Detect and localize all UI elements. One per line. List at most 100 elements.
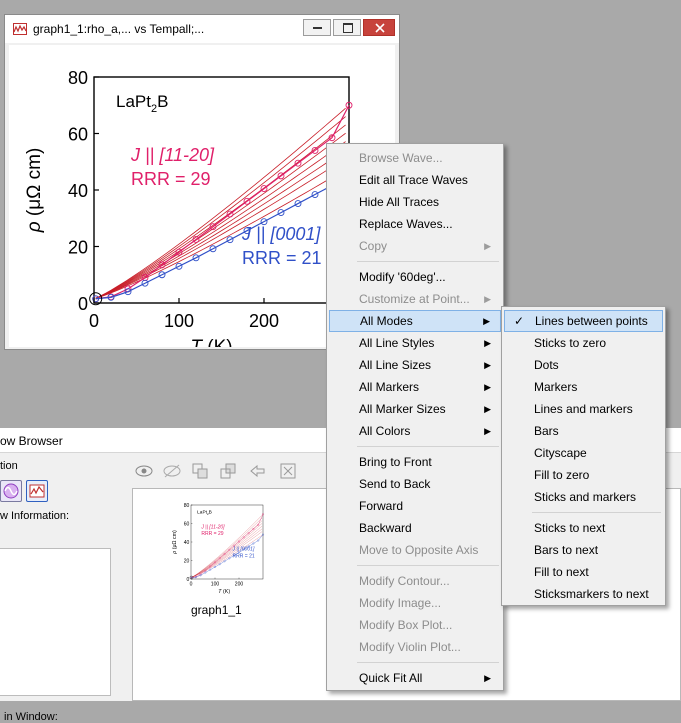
submenu-item-bars[interactable]: Bars: [504, 420, 663, 442]
menu-item-label: Modify '60deg'...: [359, 270, 446, 284]
series-1-point-6: [192, 254, 200, 262]
graph-filter-button[interactable]: [26, 480, 48, 502]
submenu-item-dots[interactable]: Dots: [504, 354, 663, 376]
menu-item-all-line-styles[interactable]: All Line Styles ▶: [329, 332, 501, 354]
series-1-point-14: [257, 539, 260, 542]
information-box: [0, 548, 111, 696]
menu-item-modify-violin-plot[interactable]: Modify Violin Plot...: [329, 636, 501, 658]
series-0-point-7: [209, 223, 217, 231]
menu-item-edit-all-trace-waves[interactable]: Edit all Trace Waves: [329, 169, 501, 191]
y-tick-label-20: 20: [184, 558, 190, 564]
series-1-point-1: [194, 576, 197, 579]
menu-item-label: Move to Opposite Axis: [359, 543, 479, 557]
menu-item-bring-to-front[interactable]: Bring to Front: [329, 451, 501, 473]
minimize-button[interactable]: [303, 19, 331, 36]
series-line-1: [95, 166, 350, 300]
menu-item-browse-wave[interactable]: Browse Wave...: [329, 147, 501, 169]
series-1-point-10: [260, 218, 268, 226]
submenu-item-lines-between-points[interactable]: ✓ Lines between points: [504, 310, 663, 332]
menu-item-replace-waves[interactable]: Replace Waves...: [329, 213, 501, 235]
submenu-item-fill-to-next[interactable]: Fill to next: [504, 561, 663, 583]
menu-item-all-colors[interactable]: All Colors ▶: [329, 420, 501, 442]
menu-item-modify-box-plot[interactable]: Modify Box Plot...: [329, 614, 501, 636]
x-tick-label-100: 100: [211, 582, 220, 588]
fan-curve-5: [191, 520, 263, 578]
resistivity-chart[interactable]: 0 20 40 60 80 0 100 200 LaPt2B J || [11-20] RRR = …: [9, 45, 395, 358]
y-tick-label-60: 60: [184, 521, 190, 527]
delete-window-icon[interactable]: [278, 461, 298, 481]
compound-label: LaPt2B: [197, 509, 212, 515]
series-1-point-9: [243, 227, 251, 235]
menu-item-hide-all-traces[interactable]: Hide All Traces: [329, 191, 501, 213]
graph-window-titlebar[interactable]: graph1_1:rho_a,... vs Tempall;...: [5, 15, 399, 43]
submenu-item-lines-and-markers[interactable]: Lines and markers: [504, 398, 663, 420]
menu-item-forward[interactable]: Forward: [329, 495, 501, 517]
fan-curve-7: [95, 107, 346, 299]
menu-item-copy[interactable]: Copy ▶: [329, 235, 501, 257]
menu-item-send-to-back[interactable]: Send to Back: [329, 473, 501, 495]
submenu-item-label: Lines between points: [535, 314, 648, 328]
y-tick-label-60: 60: [68, 125, 88, 145]
series-a-label-direction: J || [11-20]: [130, 145, 215, 165]
x-tick-label-200: 200: [235, 582, 244, 588]
menu-item-modify-contour[interactable]: Modify Contour...: [329, 570, 501, 592]
menu-item-modify-60deg[interactable]: Modify '60deg'...: [329, 266, 501, 288]
menu-item-all-marker-sizes[interactable]: All Marker Sizes ▶: [329, 398, 501, 420]
series-a-label-rrr: RRR = 29: [201, 531, 223, 537]
series-1-point-13: [311, 191, 319, 198]
series-line-0: [191, 514, 264, 578]
menu-item-modify-image[interactable]: Modify Image...: [329, 592, 501, 614]
submenu-arrow-icon: ▶: [484, 673, 491, 683]
graph-thumbnail[interactable]: 0 20 40 60 80 0 100 200 LaPt2B J || [11-20] RRR = …: [169, 499, 267, 607]
menu-item-backward[interactable]: Backward: [329, 517, 501, 539]
series-1-point-8: [226, 236, 234, 244]
fan-curve-4: [95, 132, 346, 299]
move-left-icon[interactable]: [248, 461, 268, 481]
submenu-item-sticks-to-next[interactable]: Sticks to next: [504, 517, 663, 539]
menu-separator: [357, 446, 499, 447]
close-button[interactable]: [363, 19, 395, 36]
wave-filter-button[interactable]: [0, 480, 22, 502]
show-icon[interactable]: [134, 461, 154, 481]
submenu-item-sticks-to-zero[interactable]: Sticks to zero: [504, 332, 663, 354]
series-0-point-11: [277, 172, 285, 180]
series-0-point-9: [243, 197, 251, 205]
series-1-point-12: [294, 200, 302, 208]
menu-item-label: Modify Contour...: [359, 574, 450, 588]
submenu-item-fill-to-zero[interactable]: Fill to zero: [504, 464, 663, 486]
submenu-item-sticks-and-markers[interactable]: Sticks and markers: [504, 486, 663, 508]
x-axis-label: T (K): [218, 589, 230, 595]
submenu-item-markers[interactable]: Markers: [504, 376, 663, 398]
series-0-point-8: [226, 210, 234, 218]
submenu-item-label: Fill to zero: [534, 468, 590, 482]
menu-item-all-markers[interactable]: All Markers ▶: [329, 376, 501, 398]
series-a-label-direction: J || [11-20]: [200, 525, 225, 531]
menu-item-label: All Colors: [359, 424, 411, 438]
submenu-item-cityscape[interactable]: Cityscape: [504, 442, 663, 464]
bring-forward-icon[interactable]: [190, 461, 210, 481]
submenu-arrow-icon: ▶: [484, 241, 491, 251]
maximize-button[interactable]: [333, 19, 361, 36]
series-1-point-12: [247, 545, 250, 548]
series-1-point-2: [124, 288, 132, 296]
series-0-point-6: [192, 235, 200, 243]
menu-item-label: Send to Back: [359, 477, 431, 491]
submenu-arrow-icon: ▶: [484, 404, 491, 414]
x-tick-label-200: 200: [249, 311, 279, 331]
menu-item-customize-at-point[interactable]: Customize at Point... ▶: [329, 288, 501, 310]
menu-item-all-modes[interactable]: All Modes ▶: [329, 310, 501, 332]
send-backward-icon[interactable]: [218, 461, 238, 481]
thumbnail-caption: graph1_1: [191, 603, 242, 617]
submenu-arrow-icon: ▶: [484, 338, 491, 348]
submenu-arrow-icon: ▶: [483, 316, 490, 326]
menu-item-label: Browse Wave...: [359, 151, 443, 165]
submenu-item-bars-to-next[interactable]: Bars to next: [504, 539, 663, 561]
menu-item-all-line-sizes[interactable]: All Line Sizes ▶: [329, 354, 501, 376]
hide-icon[interactable]: [162, 461, 182, 481]
series-1-point-9: [233, 554, 236, 557]
submenu-item-sticksmarkers-to-next[interactable]: Sticksmarkers to next: [504, 583, 663, 605]
menu-item-label: Customize at Point...: [359, 292, 470, 306]
menu-item-quick-fit-all[interactable]: Quick Fit All ▶: [329, 667, 501, 689]
menu-item-move-to-opposite-axis[interactable]: Move to Opposite Axis: [329, 539, 501, 561]
